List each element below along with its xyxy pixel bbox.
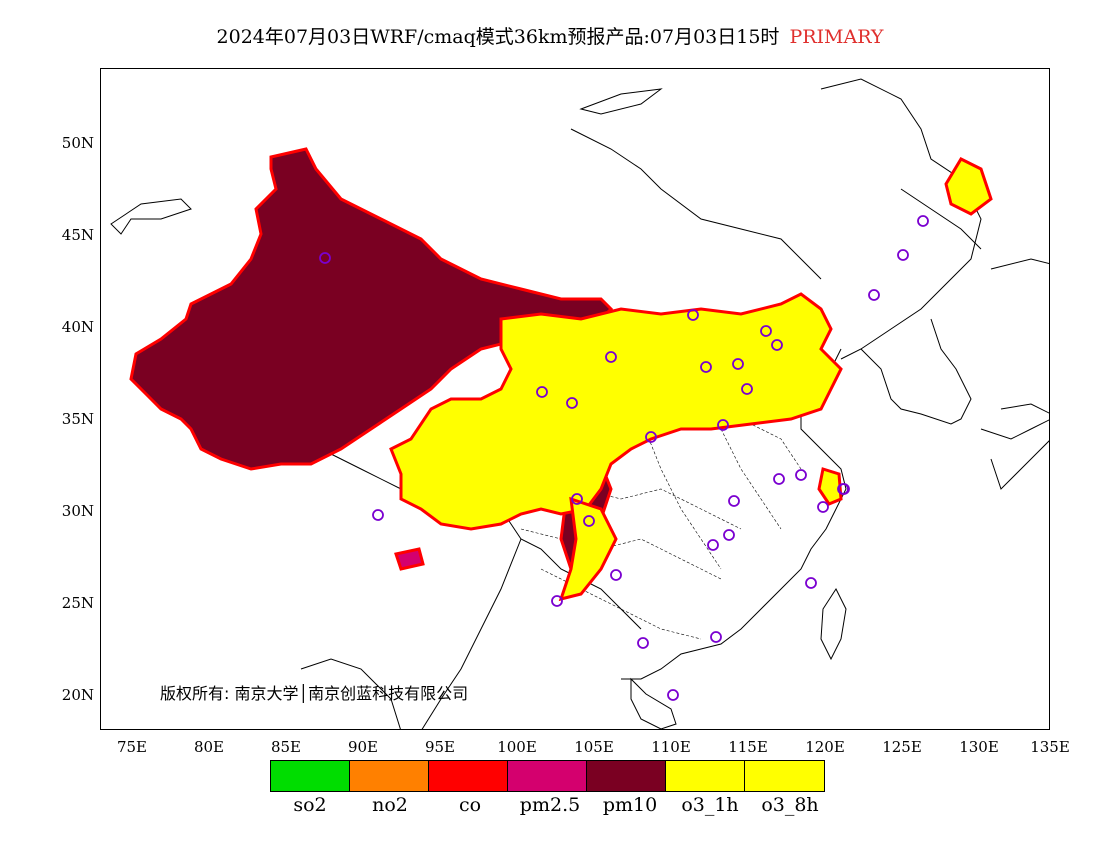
map-canvas (110, 78, 1049, 729)
map-title: 2024年07月03日WRF/cmaq模式36km预报产品:07月03日15时 P… (0, 22, 1100, 49)
lat-label-50n: 50N (61, 134, 94, 152)
legend-label-o3-8h: o3_8h (761, 794, 819, 816)
legend-swatch-no2 (350, 761, 429, 791)
lon-label-90e: 90E (347, 738, 379, 756)
lat-label-20n: 20N (61, 686, 94, 704)
title-tag: PRIMARY (789, 26, 884, 48)
lon-label-115e: 115E (728, 738, 768, 756)
lon-label-80e: 80E (193, 738, 225, 756)
lon-label-85e: 85E (270, 738, 302, 756)
lon-label-75e: 75E (116, 738, 148, 756)
lon-label-110e: 110E (651, 738, 691, 756)
lon-label-95e: 95E (424, 738, 456, 756)
legend-colorbar (270, 760, 825, 792)
legend-swatch-pm25 (508, 761, 587, 791)
legend-label-so2: so2 (293, 794, 327, 816)
lon-label-130e: 130E (959, 738, 999, 756)
lon-label-135e: 135E (1030, 738, 1070, 756)
title-text: 2024年07月03日WRF/cmaq模式36km预报产品:07月03日15时 (216, 26, 780, 48)
legend-swatch-pm10 (587, 761, 666, 791)
legend-swatch-so2 (271, 761, 350, 791)
legend-swatch-o3-1h (666, 761, 745, 791)
legend-label-pm25: pm2.5 (519, 794, 581, 816)
legend-label-o3-1h: o3_1h (681, 794, 739, 816)
legend-swatch-o3-8h (745, 761, 824, 791)
copyright-text: 版权所有: 南京大学│南京创蓝科技有限公司 (160, 684, 469, 703)
lon-label-105e: 105E (574, 738, 614, 756)
legend-label-co: co (458, 794, 482, 816)
lon-label-125e: 125E (882, 738, 922, 756)
lat-label-25n: 25N (61, 594, 94, 612)
lon-label-120e: 120E (805, 738, 845, 756)
lon-label-100e: 100E (497, 738, 537, 756)
map-panel (100, 68, 1050, 730)
lat-label-30n: 30N (61, 502, 94, 520)
legend-swatch-co (429, 761, 508, 791)
lat-label-40n: 40N (61, 318, 94, 336)
lat-label-45n: 45N (61, 226, 94, 244)
lat-label-35n: 35N (61, 410, 94, 428)
o3-region (389, 157, 993, 602)
legend-label-no2: no2 (372, 794, 408, 816)
legend-label-pm10: pm10 (602, 794, 658, 816)
station-markers (319, 215, 929, 701)
